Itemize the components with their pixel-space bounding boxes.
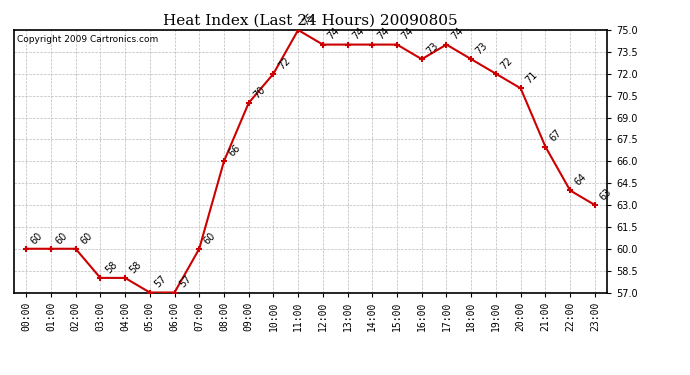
Text: 60: 60 (29, 230, 45, 246)
Text: Copyright 2009 Cartronics.com: Copyright 2009 Cartronics.com (17, 35, 158, 44)
Text: 74: 74 (449, 26, 465, 42)
Text: 73: 73 (424, 40, 440, 56)
Text: 74: 74 (326, 26, 342, 42)
Text: 58: 58 (128, 260, 144, 275)
Text: 72: 72 (276, 55, 292, 71)
Text: 70: 70 (251, 84, 267, 100)
Text: 73: 73 (474, 40, 490, 56)
Text: 63: 63 (598, 186, 613, 202)
Text: 60: 60 (79, 230, 94, 246)
Text: 58: 58 (103, 260, 119, 275)
Title: Heat Index (Last 24 Hours) 20090805: Heat Index (Last 24 Hours) 20090805 (164, 13, 457, 27)
Text: 67: 67 (548, 128, 564, 144)
Text: 75: 75 (301, 11, 317, 27)
Text: 60: 60 (54, 230, 70, 246)
Text: 74: 74 (351, 26, 366, 42)
Text: 71: 71 (524, 70, 540, 86)
Text: 57: 57 (152, 274, 168, 290)
Text: 64: 64 (573, 172, 589, 188)
Text: 74: 74 (400, 26, 415, 42)
Text: 74: 74 (375, 26, 391, 42)
Text: 57: 57 (177, 274, 193, 290)
Text: 66: 66 (227, 143, 242, 159)
Text: 72: 72 (499, 55, 515, 71)
Text: 60: 60 (202, 230, 218, 246)
